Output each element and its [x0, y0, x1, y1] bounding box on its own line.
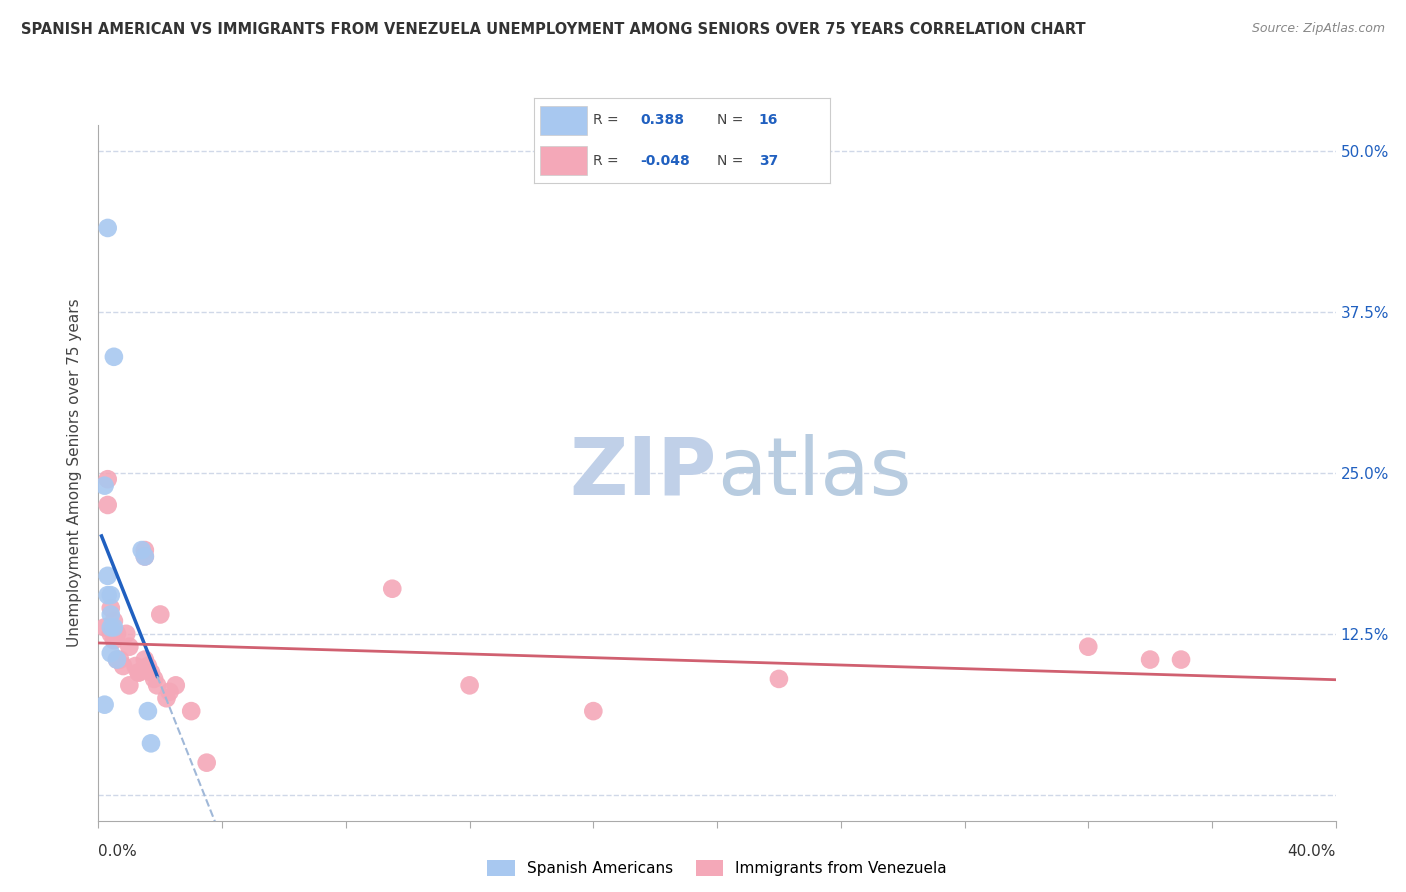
Point	[100, 620, 122, 634]
FancyBboxPatch shape	[540, 146, 588, 175]
Text: 37: 37	[759, 153, 778, 168]
Point	[105, 652, 128, 666]
Point	[1077, 640, 1099, 654]
Point	[128, 665, 150, 680]
Point	[112, 659, 135, 673]
Point	[103, 614, 125, 628]
Point	[134, 652, 156, 666]
Point	[381, 582, 404, 596]
Point	[149, 607, 172, 622]
Point	[118, 678, 141, 692]
Point	[97, 588, 120, 602]
Point	[1139, 652, 1161, 666]
Point	[180, 704, 202, 718]
Point	[136, 704, 159, 718]
Point	[139, 665, 162, 680]
Point	[100, 601, 122, 615]
Point	[136, 659, 159, 673]
Text: -0.048: -0.048	[641, 153, 690, 168]
Point	[105, 627, 128, 641]
Point	[115, 627, 138, 641]
Point	[155, 691, 177, 706]
Text: N =: N =	[717, 153, 744, 168]
Point	[105, 652, 128, 666]
Point	[97, 472, 120, 486]
Point	[97, 221, 120, 235]
FancyBboxPatch shape	[540, 106, 588, 135]
Point	[93, 698, 115, 712]
Point	[159, 685, 181, 699]
Text: R =: R =	[593, 153, 619, 168]
Point	[134, 549, 156, 564]
Point	[131, 543, 153, 558]
Point	[128, 665, 150, 680]
Point	[768, 672, 790, 686]
Text: 16: 16	[759, 113, 778, 128]
Point	[1170, 652, 1192, 666]
Point	[103, 350, 125, 364]
Text: atlas: atlas	[717, 434, 911, 512]
Point	[124, 659, 146, 673]
Point	[100, 646, 122, 660]
Point	[118, 640, 141, 654]
Point	[139, 736, 162, 750]
Text: 0.388: 0.388	[641, 113, 685, 128]
Text: N =: N =	[717, 113, 744, 128]
Point	[195, 756, 218, 770]
Point	[103, 620, 125, 634]
Point	[134, 543, 156, 558]
Point	[100, 607, 122, 622]
Text: ZIP: ZIP	[569, 434, 717, 512]
Point	[100, 588, 122, 602]
Point	[100, 627, 122, 641]
Point	[458, 678, 481, 692]
Text: R =: R =	[593, 113, 619, 128]
Point	[143, 672, 166, 686]
Text: SPANISH AMERICAN VS IMMIGRANTS FROM VENEZUELA UNEMPLOYMENT AMONG SENIORS OVER 75: SPANISH AMERICAN VS IMMIGRANTS FROM VENE…	[21, 22, 1085, 37]
Point	[165, 678, 187, 692]
Text: 0.0%: 0.0%	[98, 844, 138, 859]
Legend: Spanish Americans, Immigrants from Venezuela: Spanish Americans, Immigrants from Venez…	[481, 855, 953, 882]
Point	[103, 633, 125, 648]
Text: Source: ZipAtlas.com: Source: ZipAtlas.com	[1251, 22, 1385, 36]
Point	[134, 549, 156, 564]
Point	[97, 569, 120, 583]
Point	[146, 678, 169, 692]
Point	[93, 620, 115, 634]
Point	[97, 498, 120, 512]
Point	[93, 478, 115, 492]
Text: 40.0%: 40.0%	[1288, 844, 1336, 859]
Point	[582, 704, 605, 718]
Point	[108, 652, 131, 666]
Y-axis label: Unemployment Among Seniors over 75 years: Unemployment Among Seniors over 75 years	[67, 299, 83, 647]
